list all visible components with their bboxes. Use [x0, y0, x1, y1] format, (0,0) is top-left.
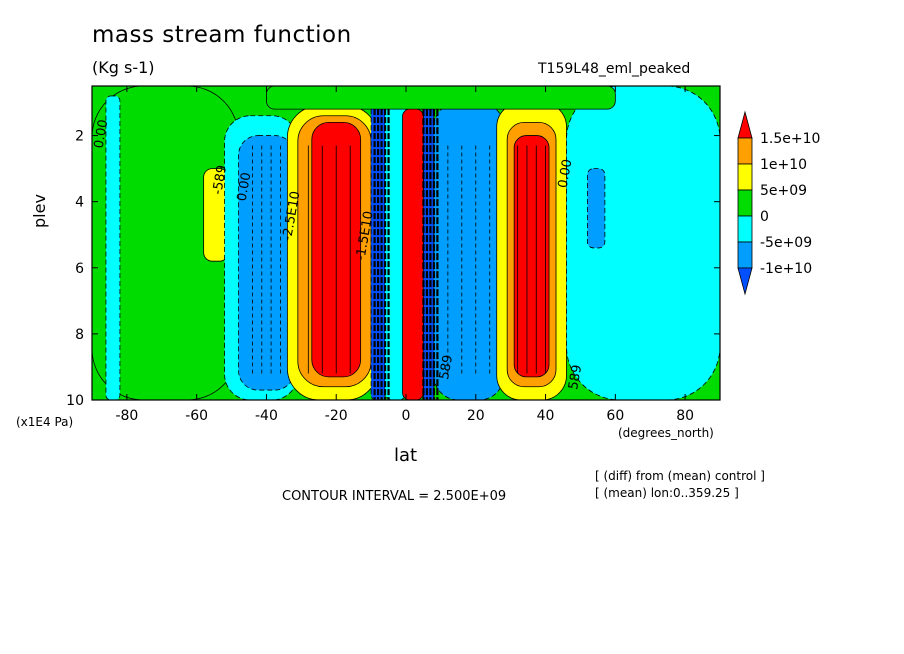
run-name: T159L48_eml_peaked — [538, 61, 691, 77]
contour-field — [92, 86, 720, 400]
note-mean: [ (mean) lon:0..359.25 ] — [595, 486, 739, 500]
contour-label-5: 589 — [566, 364, 585, 391]
colorbar-label-0: 1.5e+10 — [760, 131, 820, 147]
field-region-10 — [402, 108, 424, 400]
x-axis: -80 -60 -40 -20 0 20 40 60 80 — [115, 86, 694, 424]
x-tick-label-7: 60 — [606, 408, 624, 424]
contour-label-6: 0.00 — [556, 158, 576, 189]
colorbar-swatch-5 — [737, 241, 753, 269]
note-diff: [ (diff) from (mean) control ] — [595, 469, 765, 483]
contour-label-2: 0.00 — [235, 171, 255, 202]
y-tick-label-3: 8 — [75, 327, 84, 343]
x-tick-label-4: 0 — [402, 408, 411, 424]
x-axis-units: (degrees_north) — [618, 426, 714, 440]
colorbar-swatch-1 — [737, 137, 753, 165]
field-region-16 — [566, 86, 720, 400]
field-region-2 — [105, 95, 121, 400]
field-region-11 — [423, 102, 435, 400]
contour-label-7: 589 — [437, 354, 456, 381]
field-region-18 — [266, 86, 616, 110]
negative-contour-lines — [252, 109, 546, 400]
field-region-17 — [587, 168, 606, 249]
contour-interval: CONTOUR INTERVAL = 2.500E+09 — [282, 489, 507, 504]
field-region-8 — [370, 102, 386, 400]
y-tick-label-1: 4 — [75, 195, 84, 211]
colorbar-swatch-4 — [737, 215, 753, 243]
contour-label-0: 0.00 — [92, 118, 112, 149]
chart-title: mass stream function — [92, 22, 352, 48]
colorbar-swatch-0 — [737, 110, 753, 139]
colorbar: 1.5e+10 1e+10 5e+09 0 -5e+09 -1e+10 — [737, 110, 820, 296]
colorbar-swatch-6 — [737, 267, 753, 296]
colorbar-label-4: -5e+09 — [760, 235, 812, 251]
colorbar-label-1: 1e+10 — [760, 157, 807, 173]
field-region-15 — [513, 135, 550, 378]
colorbar-label-3: 0 — [760, 209, 769, 225]
x-tick-label-2: -40 — [255, 408, 278, 424]
colorbar-label-5: -1e+10 — [760, 261, 812, 277]
y-tick-label-0: 2 — [75, 129, 84, 145]
colorbar-swatch-3 — [737, 189, 753, 217]
colorbar-swatch-2 — [737, 163, 753, 191]
x-tick-label-3: -20 — [325, 408, 348, 424]
x-tick-label-0: -80 — [115, 408, 138, 424]
x-axis-label: lat — [394, 445, 418, 466]
colorbar-label-2: 5e+09 — [760, 183, 807, 199]
x-tick-label-5: 20 — [467, 408, 485, 424]
x-tick-label-6: 40 — [537, 408, 555, 424]
y-axis-units: (x1E4 Pa) — [16, 415, 74, 429]
y-tick-label-4: 10 — [66, 393, 84, 409]
x-tick-label-1: -60 — [185, 408, 208, 424]
y-axis: 2 4 6 8 10 — [66, 129, 720, 409]
y-tick-label-2: 6 — [75, 261, 84, 277]
x-tick-label-8: 80 — [676, 408, 694, 424]
chart-units: (Kg s-1) — [92, 58, 155, 77]
contour-label-1: -589 — [210, 164, 230, 196]
